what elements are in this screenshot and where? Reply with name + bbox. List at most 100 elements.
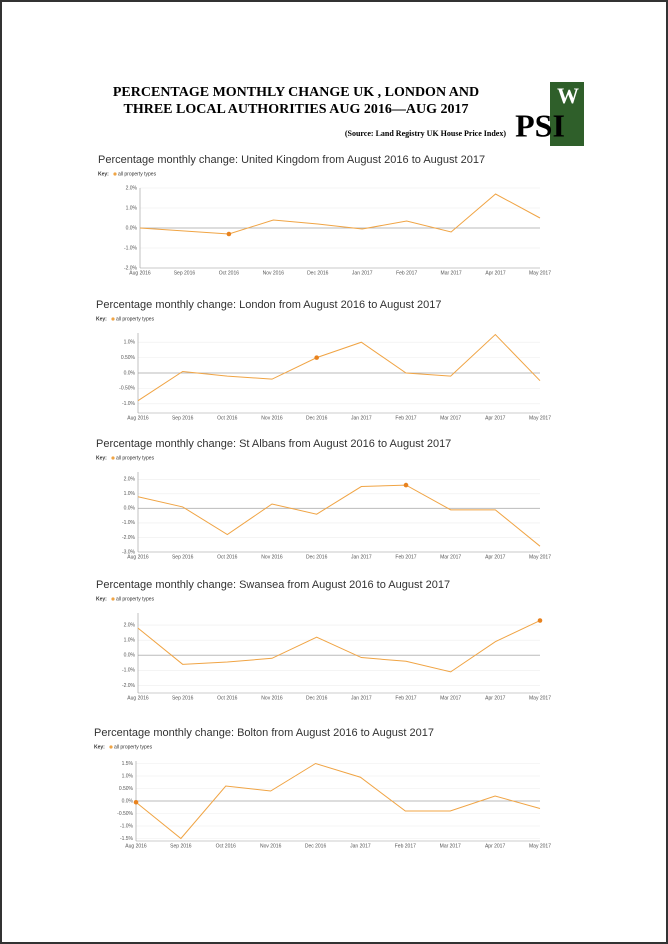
x-tick-label: May 2017 [529, 843, 551, 849]
data-point [537, 618, 543, 623]
x-tick-label: Feb 2017 [395, 843, 416, 849]
legend-marker [113, 172, 117, 176]
x-tick-label: Dec 2016 [306, 415, 328, 421]
x-tick-label: Sep 2016 [172, 554, 194, 560]
x-tick-label: Sep 2016 [172, 415, 194, 421]
y-tick-label: 1.0% [122, 773, 134, 779]
x-tick-label: Aug 2016 [127, 554, 149, 560]
y-tick-label: -3.0% [122, 549, 136, 555]
data-point [314, 355, 319, 360]
y-tick-label: -1.0% [120, 823, 134, 829]
legend-key-title: Key: [96, 455, 107, 461]
data-line [135, 762, 541, 840]
data-line [139, 193, 541, 235]
x-tick-label: Nov 2016 [260, 843, 282, 849]
x-tick-label: Dec 2016 [306, 695, 328, 701]
legend-key-title: Key: [96, 596, 107, 602]
y-tick-label: 0.0% [124, 506, 136, 512]
x-tick-label: Feb 2017 [395, 695, 416, 701]
data-point [226, 231, 232, 237]
x-tick-label: Dec 2016 [306, 554, 328, 560]
x-tick-label: Sep 2016 [172, 695, 194, 701]
x-tick-label: Jan 2017 [351, 695, 372, 701]
y-tick-label: 1.0% [124, 491, 136, 497]
x-tick-label: Mar 2017 [441, 270, 462, 276]
x-tick-label: Mar 2017 [440, 415, 461, 421]
x-tick-label: Jan 2017 [352, 270, 373, 276]
legend-marker [111, 317, 115, 321]
y-tick-label: 1.0% [124, 637, 136, 643]
x-tick-label: Apr 2017 [485, 554, 506, 560]
x-tick-label: Aug 2016 [127, 695, 149, 701]
y-tick-label: 0.0% [126, 225, 138, 231]
y-tick-label: 0.50% [119, 786, 134, 792]
logo-text: PSI [515, 107, 565, 143]
data-point [133, 799, 139, 805]
x-tick-label: Nov 2016 [261, 554, 283, 560]
x-tick-label: Mar 2017 [440, 695, 461, 701]
x-tick-label: Apr 2017 [485, 843, 506, 849]
y-tick-label: -2.0% [124, 265, 138, 271]
y-tick-label: -0.50% [117, 811, 133, 817]
y-tick-label: 0.0% [124, 653, 136, 659]
legend-key-title: Key: [98, 171, 109, 177]
y-tick-label: -1.0% [124, 245, 138, 251]
legend-label: all property types [116, 455, 155, 461]
doc-title: THREE LOCAL AUTHORITIES AUG 2016—AUG 201… [123, 102, 468, 117]
chart-title: Percentage monthly change: Swansea from … [96, 579, 450, 591]
source-note: (Source: Land Registry UK House Price In… [345, 129, 507, 138]
y-tick-label: -1.5% [120, 836, 134, 842]
legend-label: all property types [116, 596, 155, 602]
x-tick-label: Oct 2016 [217, 415, 238, 421]
x-tick-label: Mar 2017 [440, 554, 461, 560]
x-tick-label: Sep 2016 [174, 270, 196, 276]
x-tick-label: Oct 2016 [216, 843, 237, 849]
y-tick-label: 0.50% [121, 355, 136, 361]
x-tick-label: Jan 2017 [350, 843, 371, 849]
chart-title: Percentage monthly change: St Albans fro… [96, 438, 451, 450]
x-tick-label: Dec 2016 [307, 270, 329, 276]
x-tick-label: Aug 2016 [125, 843, 147, 849]
x-tick-label: May 2017 [529, 554, 551, 560]
y-tick-label: -1.0% [122, 401, 136, 407]
legend-label: all property types [116, 316, 155, 322]
legend-key-title: Key: [96, 316, 107, 322]
x-tick-label: Aug 2016 [127, 415, 149, 421]
x-tick-label: Feb 2017 [396, 270, 417, 276]
x-tick-label: Feb 2017 [395, 415, 416, 421]
legend-marker [111, 456, 115, 460]
x-tick-label: May 2017 [529, 695, 551, 701]
x-tick-label: Mar 2017 [440, 843, 461, 849]
logo-corner: W [557, 83, 579, 108]
y-tick-label: 0.0% [122, 798, 134, 804]
y-tick-label: 2.0% [124, 622, 136, 628]
x-tick-label: Apr 2017 [485, 695, 506, 701]
x-tick-label: Jan 2017 [351, 554, 372, 560]
y-tick-label: -2.0% [122, 535, 136, 541]
y-tick-label: 1.0% [126, 205, 138, 211]
x-tick-label: Nov 2016 [261, 695, 283, 701]
chart-title: Percentage monthly change: United Kingdo… [98, 154, 485, 166]
legend-key-title: Key: [94, 744, 105, 750]
data-line [137, 333, 541, 402]
x-tick-label: Oct 2016 [217, 695, 238, 701]
chart-title: Percentage monthly change: Bolton from A… [94, 727, 434, 739]
legend-label: all property types [118, 171, 157, 177]
y-tick-label: -1.0% [122, 520, 136, 526]
x-tick-label: Apr 2017 [485, 270, 506, 276]
doc-title: PERCENTAGE MONTHLY CHANGE UK , LONDON AN… [113, 85, 479, 100]
y-tick-label: -2.0% [122, 683, 136, 689]
x-tick-label: Oct 2016 [217, 554, 238, 560]
x-tick-label: May 2017 [529, 270, 551, 276]
legend-label: all property types [114, 744, 153, 750]
y-tick-label: 2.0% [124, 477, 136, 483]
logo-bg [550, 82, 584, 146]
data-line [137, 484, 541, 547]
y-tick-label: 1.0% [124, 340, 136, 346]
chart-title: Percentage monthly change: London from A… [96, 299, 442, 311]
x-tick-label: Aug 2016 [129, 270, 151, 276]
legend-marker [109, 745, 113, 749]
y-tick-label: 2.0% [126, 185, 138, 191]
x-tick-label: Oct 2016 [219, 270, 240, 276]
